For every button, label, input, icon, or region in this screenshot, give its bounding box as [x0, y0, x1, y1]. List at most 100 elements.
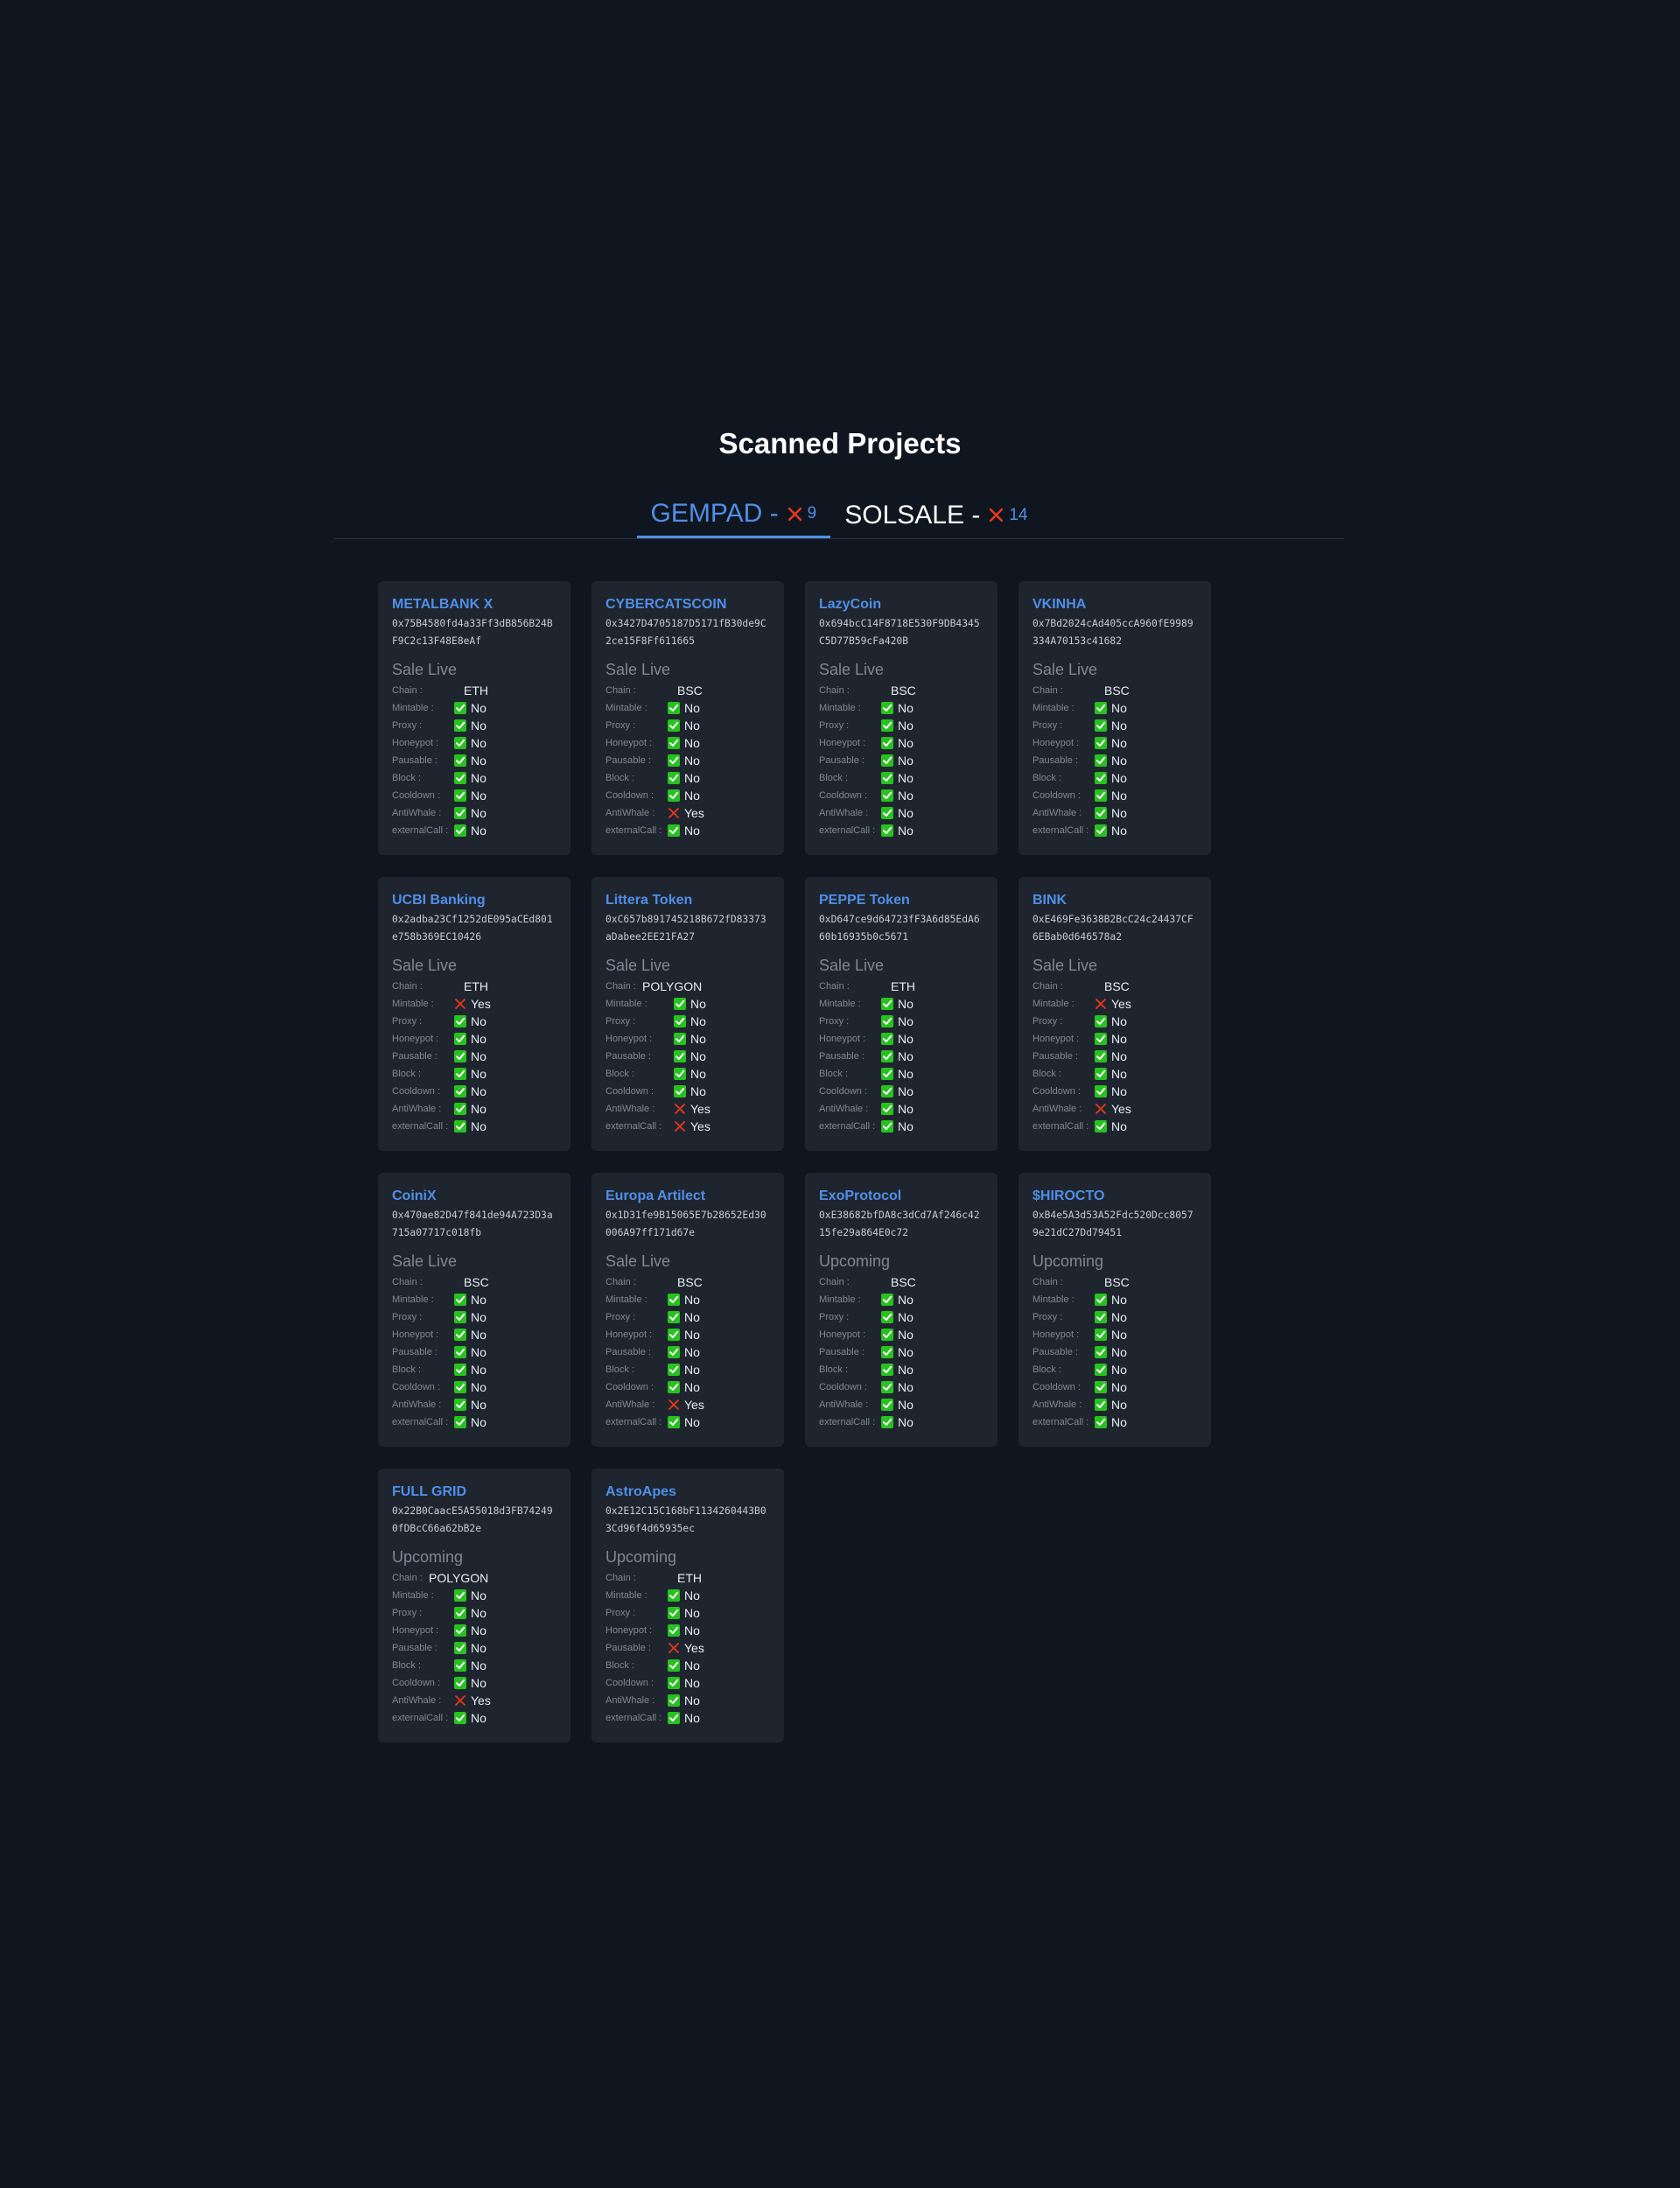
mintable-row: Mintable : No — [392, 1587, 556, 1604]
green-check-icon — [1095, 824, 1107, 837]
tab-solsale[interactable]: SOLSALE - 14 — [830, 492, 1041, 538]
project-grid: METALBANK X 0x75B4580fd4a33Ff3dB856B24BF9… — [378, 581, 1211, 1743]
block-value: No — [898, 1363, 914, 1377]
field-label: Chain : — [1032, 1277, 1063, 1287]
cooldown-value: No — [690, 1084, 706, 1098]
project-name[interactable]: Littera Token — [606, 893, 693, 908]
contract-address: 0x470ae82D47f841de94A723D3a715a07717c018… — [392, 1210, 553, 1238]
project-name[interactable]: $HIROCTO — [1032, 1189, 1105, 1203]
project-card[interactable]: AstroApes 0x2E12C15C168bF1134260443B03Cd9… — [592, 1469, 784, 1743]
red-x-icon — [990, 508, 1004, 522]
project-name[interactable]: Europa Artilect — [606, 1189, 706, 1203]
field-label: Mintable : — [819, 1294, 861, 1305]
project-card[interactable]: BINK 0xE469Fe3638B2BcC24c24437CF6EBab0d64… — [1018, 877, 1211, 1151]
project-name[interactable]: FULL GRID — [392, 1484, 467, 1499]
cooldown-value: No — [1111, 789, 1127, 803]
cooldown-row: Cooldown : No — [1032, 1378, 1197, 1396]
field-label: Proxy : — [606, 720, 636, 731]
field-label: Pausable : — [606, 755, 651, 766]
green-check-icon — [1095, 1416, 1107, 1428]
project-card[interactable]: Europa Artilect 0x1D31fe9B15065E7b28652Ed… — [592, 1173, 784, 1447]
field-label: Cooldown : — [819, 1382, 868, 1392]
field-label: externalCall : — [606, 1121, 662, 1132]
green-check-icon — [454, 1346, 466, 1358]
red-x-icon — [668, 1643, 679, 1653]
field-label: Honeypot : — [819, 738, 866, 748]
field-label: Honeypot : — [392, 1034, 439, 1044]
externalcall-value: No — [684, 1711, 700, 1725]
project-card[interactable]: CYBERCATSCOIN 0x3427D4705187D5171fB30de9C… — [592, 581, 784, 855]
field-label: AntiWhale : — [392, 808, 442, 818]
field-label: Mintable : — [392, 703, 434, 713]
project-name[interactable]: VKINHA — [1032, 597, 1087, 612]
mintable-row: Mintable : No — [1032, 1291, 1197, 1308]
green-check-icon — [1095, 1068, 1107, 1080]
pausable-row: Pausable : No — [819, 1048, 984, 1065]
green-check-icon — [454, 1103, 466, 1115]
green-check-icon — [454, 1381, 466, 1393]
field-label: Mintable : — [606, 703, 648, 713]
cooldown-value: No — [684, 1676, 700, 1690]
sale-status: Sale Live — [606, 957, 671, 974]
green-check-icon — [668, 1659, 680, 1672]
green-check-icon — [1095, 1311, 1107, 1323]
project-card[interactable]: Littera Token 0xC657b891745218B672fD83373… — [592, 877, 784, 1151]
tab-gempad[interactable]: GEMPAD - 9 — [636, 492, 831, 538]
cooldown-value: No — [898, 1084, 914, 1098]
honeypot-row: Honeypot : No — [1032, 1030, 1197, 1048]
honeypot-row: Honeypot : No — [392, 1030, 556, 1048]
project-name[interactable]: CYBERCATSCOIN — [606, 597, 727, 612]
green-check-icon — [881, 1294, 893, 1306]
project-card[interactable]: ExoProtocol 0xE38682bfDA8c3dCd7Af246c4215… — [805, 1173, 998, 1447]
project-card[interactable]: LazyCoin 0x694bcC14F8718E530F9DB4345C5D77… — [805, 581, 998, 855]
field-label: Proxy : — [392, 1016, 423, 1027]
project-name[interactable]: METALBANK X — [392, 597, 494, 612]
mintable-row: Mintable : No — [606, 1291, 770, 1308]
sale-status: Upcoming — [819, 1252, 891, 1270]
project-name[interactable]: CoiniX — [392, 1189, 437, 1203]
field-label: Cooldown : — [819, 790, 868, 801]
proxy-row: Proxy : No — [606, 1604, 770, 1622]
proxy-value: No — [471, 1310, 486, 1324]
project-card[interactable]: VKINHA 0x7Bd2024cAd405ccA960fE9989334A701… — [1018, 581, 1211, 855]
cooldown-value: No — [471, 1380, 486, 1394]
project-card[interactable]: UCBI Banking 0x2adba23Cf1252dE095aCEd801e… — [378, 877, 570, 1151]
project-card[interactable]: $HIROCTO 0xB4e5A3d53A52Fdc520Dcc80579e21d… — [1018, 1173, 1211, 1447]
project-card[interactable]: METALBANK X 0x75B4580fd4a33Ff3dB856B24BF9… — [378, 581, 570, 855]
project-card[interactable]: FULL GRID 0x22B0CaacE5A55018d3FB742490fDB… — [378, 1469, 570, 1743]
audit-rows: Chain : BSC Mintable : Yes Proxy : No Honeypot… — [1032, 978, 1197, 1135]
project-name[interactable]: AstroApes — [606, 1484, 676, 1499]
antiwhale-value: Yes — [690, 1102, 710, 1116]
project-name[interactable]: PEPPE Token — [819, 893, 910, 908]
field-label: Block : — [392, 1364, 422, 1375]
project-card[interactable]: CoiniX 0x470ae82D47f841de94A723D3a715a077… — [378, 1173, 570, 1447]
project-name[interactable]: ExoProtocol — [819, 1189, 902, 1203]
green-check-icon — [881, 1416, 893, 1428]
field-label: Cooldown : — [606, 1086, 654, 1097]
green-check-icon — [881, 1015, 893, 1027]
block-value: No — [471, 771, 486, 785]
contract-address: 0x2E12C15C168bF1134260443B03Cd96f4d65935… — [606, 1505, 766, 1534]
antiwhale-row: AntiWhale : Yes — [606, 804, 770, 822]
field-label: Cooldown : — [1032, 1382, 1082, 1392]
pausable-row: Pausable : No — [1032, 752, 1197, 769]
chain-value: POLYGON — [429, 1571, 489, 1585]
block-value: No — [471, 1067, 486, 1081]
audit-rows: Chain : BSC Mintable : No Proxy : No Honeypot … — [606, 1273, 770, 1431]
project-name[interactable]: UCBI Banking — [392, 893, 486, 908]
tab-label: GEMPAD - — [650, 499, 779, 528]
project-name[interactable]: LazyCoin — [819, 597, 882, 612]
externalcall-row: externalCall : No — [606, 822, 770, 839]
honeypot-value: No — [471, 1623, 486, 1637]
externalcall-value: No — [1111, 824, 1127, 838]
field-label: Mintable : — [606, 999, 648, 1009]
green-check-icon — [1095, 772, 1107, 784]
field-label: Mintable : — [819, 999, 861, 1009]
project-name[interactable]: BINK — [1032, 893, 1068, 908]
audit-rows: Chain : ETH Mintable : No Proxy : No Honeypot … — [606, 1569, 770, 1727]
mintable-row: Mintable : Yes — [1032, 995, 1197, 1013]
field-label: Proxy : — [392, 1312, 423, 1322]
block-row: Block : No — [392, 1657, 556, 1674]
project-card[interactable]: PEPPE Token 0xD647ce9d64723fF3A6d85EdA660… — [805, 877, 998, 1151]
proxy-value: No — [898, 1014, 914, 1028]
